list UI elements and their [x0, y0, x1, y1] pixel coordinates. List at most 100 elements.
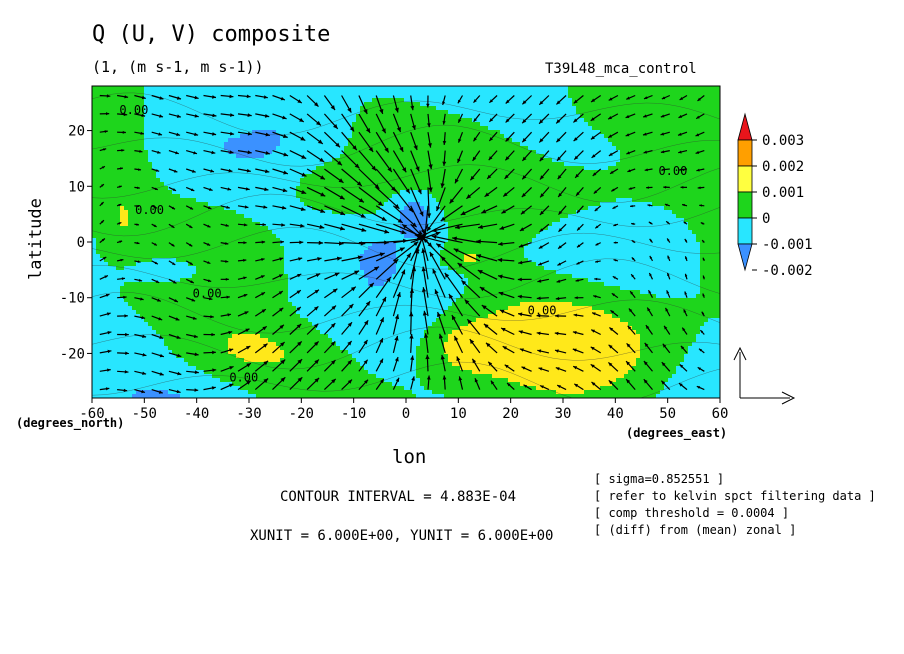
contour-cell: [484, 142, 489, 147]
contour-cell: [152, 162, 157, 167]
contour-cell: [100, 134, 105, 139]
contour-cell: [396, 186, 401, 191]
contour-cell: [472, 86, 477, 91]
contour-cell: [212, 182, 217, 187]
contour-cell: [624, 194, 629, 199]
contour-cell: [216, 198, 221, 203]
contour-cell: [692, 182, 697, 187]
contour-cell: [704, 198, 709, 203]
contour-cell: [124, 146, 129, 151]
contour-cell: [636, 194, 641, 199]
contour-cell: [112, 138, 117, 143]
contour-cell: [448, 166, 453, 171]
contour-cell: [616, 162, 621, 167]
contour-cell: [504, 150, 509, 155]
contour-cell: [536, 106, 541, 111]
contour-cell: [584, 114, 589, 119]
contour-cell: [584, 150, 589, 155]
contour-cell: [560, 142, 565, 147]
contour-cell: [360, 210, 365, 215]
contour-cell: [704, 178, 709, 183]
contour-cell: [680, 194, 685, 199]
contour-cell: [484, 126, 489, 131]
contour-cell: [156, 190, 161, 195]
contour-cell: [352, 202, 357, 207]
contour-cell: [620, 94, 625, 99]
contour-cell: [472, 94, 477, 99]
contour-cell: [260, 126, 265, 131]
contour-cell: [192, 166, 197, 171]
contour-cell: [268, 94, 273, 99]
contour-cell: [128, 94, 133, 99]
contour-cell: [368, 182, 373, 187]
contour-cell: [180, 110, 185, 115]
contour-cell: [144, 142, 149, 147]
contour-cell: [688, 194, 693, 199]
contour-cell: [528, 142, 533, 147]
contour-cell: [652, 190, 657, 195]
contour-cell: [268, 98, 273, 103]
contour-cell: [636, 178, 641, 183]
contour-cell: [160, 122, 165, 127]
contour-cell: [404, 142, 409, 147]
contour-cell: [540, 186, 545, 191]
contour-cell: [108, 210, 113, 215]
contour-cell: [292, 86, 297, 91]
contour-cell: [568, 150, 573, 155]
contour-cell: [120, 98, 125, 103]
contour-cell: [208, 86, 213, 91]
contour-cell: [548, 146, 553, 151]
contour-cell: [200, 154, 205, 159]
contour-cell: [100, 142, 105, 147]
contour-cell: [652, 94, 657, 99]
contour-cell: [216, 90, 221, 95]
contour-cell: [452, 142, 457, 147]
contour-cell: [124, 118, 129, 123]
contour-cell: [392, 138, 397, 143]
contour-cell: [456, 198, 461, 203]
contour-cell: [308, 178, 313, 183]
contour-cell: [672, 202, 677, 207]
contour-cell: [548, 106, 553, 111]
contour-cell: [612, 118, 617, 123]
contour-cell: [680, 102, 685, 107]
contour-cell: [304, 170, 309, 175]
contour-cell: [216, 154, 221, 159]
contour-cell: [516, 150, 521, 155]
contour-cell: [660, 154, 665, 159]
contour-cell: [688, 130, 693, 135]
contour-cell: [328, 90, 333, 95]
contour-cell: [340, 190, 345, 195]
contour-cell: [628, 158, 633, 163]
contour-cell: [708, 118, 713, 123]
contour-cell: [640, 98, 645, 103]
contour-cell: [392, 194, 397, 199]
contour-cell: [500, 122, 505, 127]
contour-cell: [492, 182, 497, 187]
contour-cell: [128, 206, 133, 211]
contour-cell: [356, 118, 361, 123]
contour-cell: [192, 198, 197, 203]
contour-cell: [416, 150, 421, 155]
contour-cell: [236, 86, 241, 91]
contour-cell: [272, 122, 277, 127]
contour-cell: [576, 166, 581, 171]
contour-cell: [496, 142, 501, 147]
contour-cell: [204, 194, 209, 199]
contour-cell: [204, 154, 209, 159]
contour-cell: [120, 162, 125, 167]
contour-cell: [236, 170, 241, 175]
contour-cell: [580, 102, 585, 107]
contour-cell: [228, 174, 233, 179]
contour-cell: [240, 162, 245, 167]
contour-cell: [196, 186, 201, 191]
contour-cell: [468, 186, 473, 191]
contour-cell: [156, 174, 161, 179]
contour-cell: [572, 190, 577, 195]
contour-cell: [524, 186, 529, 191]
contour-cell: [540, 86, 545, 91]
contour-cell: [688, 134, 693, 139]
contour-cell: [168, 158, 173, 163]
contour-cell: [536, 162, 541, 167]
contour-cell: [468, 146, 473, 151]
